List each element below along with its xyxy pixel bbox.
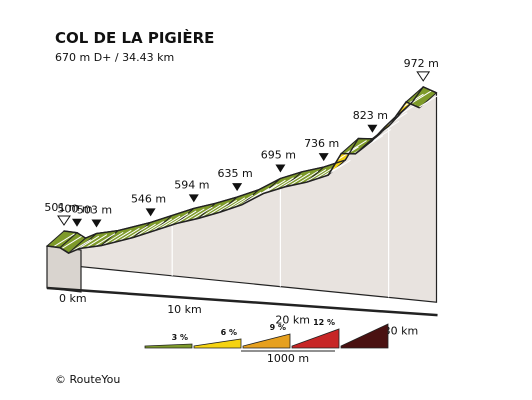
legend-label-0: 3 % <box>172 333 188 342</box>
elevation-marker-7 <box>318 153 329 162</box>
ribbon-hatch <box>207 202 229 217</box>
chart-title: COL DE LA PIGIÈRE <box>55 28 214 47</box>
ribbon-hatch <box>223 197 246 212</box>
ribbon-hatch <box>110 229 132 244</box>
elevation-label-5: 635 m <box>218 167 253 180</box>
ribbon-hatch <box>345 140 367 155</box>
ribbon-hatch <box>231 194 254 209</box>
ribbon-hatch <box>296 170 319 185</box>
ribbon-hatch <box>321 163 343 178</box>
x-tick-label-1: 10 km <box>167 303 202 316</box>
elevation-marker-6 <box>275 164 286 173</box>
ribbon-hatch <box>418 94 440 108</box>
ribbon-hatch <box>199 204 221 219</box>
ribbon-hatch <box>410 90 432 105</box>
ribbon-hatch <box>61 235 83 250</box>
elevation-label-8: 823 m <box>353 109 388 122</box>
ribbon-hatch <box>134 223 156 238</box>
elevation-label-4: 594 m <box>174 178 209 191</box>
ribbon-hatch <box>77 235 100 250</box>
x-axis-layer: 0 km 10 km 20 km 30 km <box>59 292 418 337</box>
elevation-label-3: 546 m <box>131 192 166 205</box>
elevation-marker-3 <box>145 208 156 217</box>
x-tick-label-2: 20 km <box>275 314 310 327</box>
x-tick-label-0: 0 km <box>59 292 87 305</box>
legend-swatch-4 <box>340 323 389 349</box>
profile-base-layer <box>46 245 438 317</box>
legend-swatch-0 <box>144 343 193 349</box>
ribbon-hatch <box>385 112 408 127</box>
ribbon-hatch <box>191 206 213 221</box>
ribbon-hatch <box>53 233 75 248</box>
ribbon-hatch <box>264 179 286 194</box>
legend-label-1: 6 % <box>221 328 237 337</box>
elevation-label-7: 736 m <box>304 137 339 150</box>
ribbon-hatch <box>174 210 197 225</box>
profile-floor-edge <box>46 286 438 317</box>
profile-back-line <box>63 86 437 239</box>
legend-swatch-1 <box>193 338 242 349</box>
ribbon-hatch <box>215 199 238 214</box>
ribbon-hatch <box>304 169 327 183</box>
ribbon-hatch <box>158 215 181 230</box>
legend-swatch-2 <box>242 333 291 349</box>
elevation-marker-4 <box>188 194 199 203</box>
legend-scale-label: 1000 m <box>267 352 309 365</box>
ribbon-hatch <box>312 166 335 181</box>
ribbon-hatch <box>85 234 108 249</box>
elevation-label-1: 500 m <box>57 203 92 216</box>
gradient-ribbon-layer <box>45 86 440 254</box>
legend-label-2: 9 % <box>270 323 286 332</box>
elevation-marker-2 <box>91 219 102 228</box>
ribbon-hatch <box>166 213 189 227</box>
elevation-marker-8 <box>367 124 378 133</box>
ribbon-hatch <box>183 208 205 223</box>
x-tick-label-3: 30 km <box>384 324 419 337</box>
ribbon-hatch <box>142 221 165 235</box>
elevation-marker-1 <box>72 218 82 227</box>
elevation-label-9: 972 m <box>404 57 439 70</box>
legend-swatch-3 <box>291 328 340 349</box>
elevation-marker-5 <box>232 183 243 192</box>
gradient-legend: 3 % 6 % 9 % 12 % 1000 m <box>144 318 389 365</box>
ribbon-hatch <box>288 172 311 187</box>
legend-label-3: 12 % <box>313 318 335 327</box>
ribbon-hatch <box>329 159 351 174</box>
chart-subtitle: 670 m D+ / 34.43 km <box>55 51 174 64</box>
elevation-label-6: 695 m <box>261 148 296 161</box>
elevation-label-0: 501 m <box>44 201 79 214</box>
ribbon-hatch <box>280 174 302 189</box>
elevation-marker-0 <box>57 215 71 226</box>
copyright-credit: © RouteYou <box>55 373 120 386</box>
ribbon-hatch <box>150 218 173 233</box>
ribbon-hatch <box>101 231 124 246</box>
elevation-marker-9 <box>416 71 431 82</box>
ribbon-hatch <box>93 233 116 247</box>
ribbon-hatch <box>118 227 140 242</box>
elevation-label-2: 503 m <box>77 203 112 216</box>
ribbon-hatch <box>126 225 148 240</box>
ribbon-hatch <box>272 177 294 192</box>
profile-start-face <box>46 245 82 293</box>
